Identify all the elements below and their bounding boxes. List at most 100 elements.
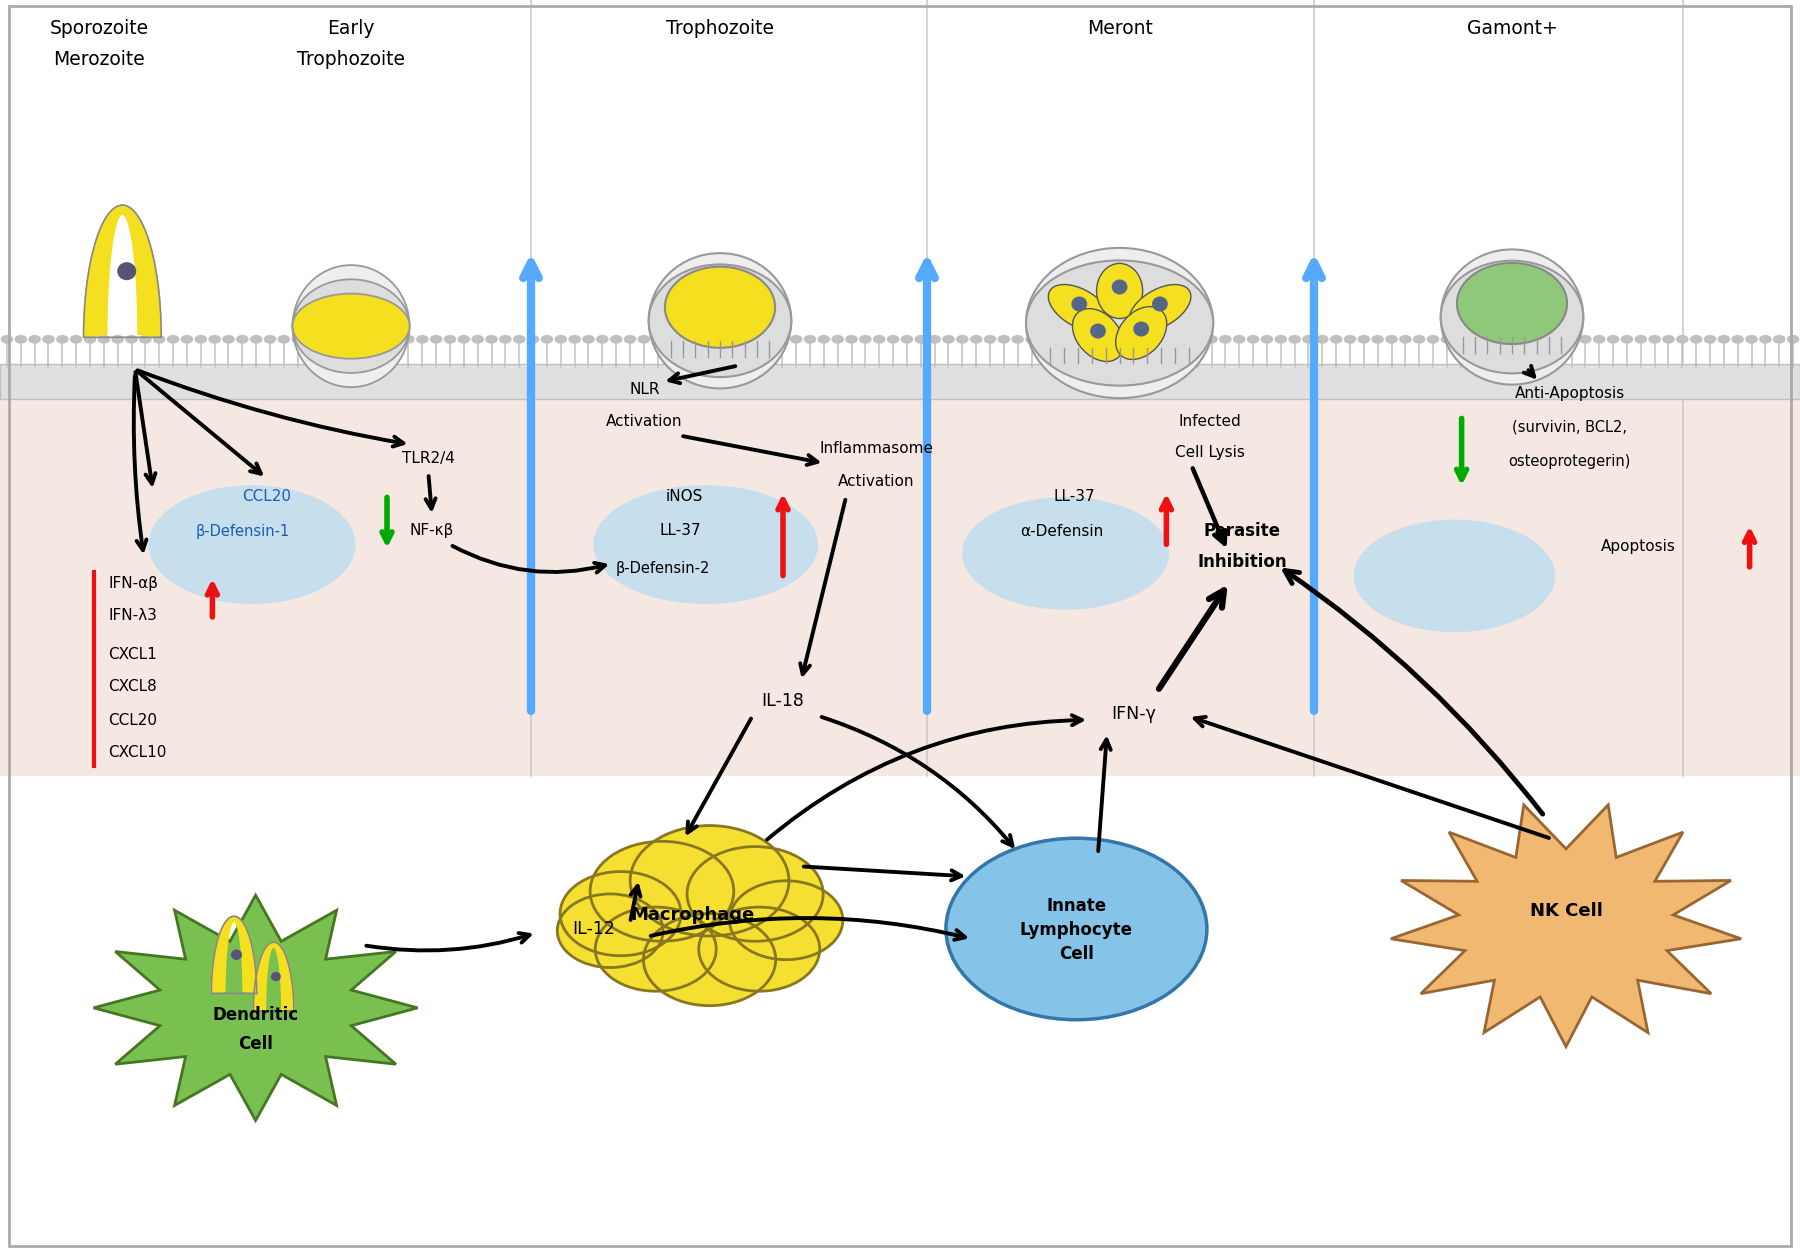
Circle shape (554, 336, 567, 343)
Circle shape (1330, 336, 1343, 343)
Text: Lymphocyte: Lymphocyte (1021, 921, 1132, 939)
Circle shape (914, 336, 927, 343)
Circle shape (596, 336, 608, 343)
Circle shape (630, 825, 788, 936)
Ellipse shape (648, 264, 792, 377)
Text: (survivin, BCL2,: (survivin, BCL2, (1512, 419, 1627, 434)
Circle shape (347, 336, 360, 343)
Circle shape (749, 336, 761, 343)
Ellipse shape (961, 497, 1170, 610)
Text: Infected: Infected (1179, 413, 1240, 428)
Text: Inflammasome: Inflammasome (819, 441, 934, 456)
Circle shape (558, 894, 662, 968)
Circle shape (693, 336, 706, 343)
Circle shape (443, 336, 457, 343)
Text: Macrophage: Macrophage (630, 906, 756, 924)
Ellipse shape (1116, 307, 1166, 359)
Circle shape (1732, 336, 1744, 343)
Circle shape (790, 336, 803, 343)
Text: Sporozoite: Sporozoite (49, 19, 149, 38)
Circle shape (729, 881, 842, 959)
Text: iNOS: iNOS (666, 488, 702, 503)
Circle shape (1454, 336, 1467, 343)
Circle shape (250, 336, 263, 343)
Circle shape (360, 336, 373, 343)
Circle shape (513, 336, 526, 343)
Ellipse shape (1152, 297, 1168, 312)
Ellipse shape (1073, 308, 1123, 362)
Circle shape (1301, 336, 1314, 343)
Circle shape (401, 336, 414, 343)
Circle shape (1289, 336, 1301, 343)
Circle shape (610, 336, 623, 343)
Circle shape (319, 336, 331, 343)
Circle shape (581, 336, 594, 343)
Circle shape (236, 336, 248, 343)
Circle shape (1510, 336, 1523, 343)
Ellipse shape (594, 486, 817, 605)
Circle shape (374, 336, 387, 343)
Text: Early: Early (328, 19, 374, 38)
Circle shape (1703, 336, 1717, 343)
Polygon shape (83, 205, 162, 337)
Text: LL-37: LL-37 (1053, 488, 1096, 503)
Circle shape (1357, 336, 1370, 343)
Circle shape (1343, 336, 1357, 343)
Ellipse shape (1112, 279, 1127, 294)
Polygon shape (211, 916, 257, 993)
Circle shape (1012, 336, 1024, 343)
Circle shape (139, 336, 151, 343)
Circle shape (1690, 336, 1703, 343)
Circle shape (637, 336, 650, 343)
Text: Cell: Cell (238, 1035, 274, 1053)
Circle shape (1552, 336, 1564, 343)
Text: α-Defensin: α-Defensin (1021, 523, 1103, 538)
Circle shape (56, 336, 68, 343)
Text: LL-37: LL-37 (659, 522, 702, 537)
Text: CCL20: CCL20 (108, 712, 157, 727)
Circle shape (596, 906, 716, 992)
Circle shape (1773, 336, 1786, 343)
Ellipse shape (1091, 323, 1105, 338)
Circle shape (29, 336, 41, 343)
Bar (0, 0, 1800, 364)
Circle shape (83, 336, 97, 343)
Text: Cell: Cell (1058, 945, 1094, 963)
Text: Activation: Activation (607, 413, 682, 428)
Circle shape (209, 336, 221, 343)
Circle shape (41, 336, 54, 343)
Ellipse shape (117, 262, 137, 280)
Text: NK Cell: NK Cell (1530, 903, 1602, 920)
Circle shape (97, 336, 110, 343)
Circle shape (472, 336, 484, 343)
Circle shape (1136, 336, 1148, 343)
Circle shape (1607, 336, 1620, 343)
Circle shape (389, 336, 401, 343)
Text: β-Defensin-1: β-Defensin-1 (196, 523, 290, 538)
Ellipse shape (1354, 520, 1555, 632)
Text: Dendritic: Dendritic (212, 1007, 299, 1024)
Circle shape (1053, 336, 1066, 343)
Circle shape (734, 336, 747, 343)
Circle shape (1206, 336, 1219, 343)
Text: Parasite: Parasite (1204, 522, 1280, 540)
Circle shape (221, 336, 234, 343)
Circle shape (194, 336, 207, 343)
Text: IFN-λ3: IFN-λ3 (108, 607, 157, 622)
Circle shape (1386, 336, 1399, 343)
Text: Trophozoite: Trophozoite (666, 19, 774, 38)
Circle shape (527, 336, 540, 343)
Circle shape (688, 846, 823, 942)
Ellipse shape (1071, 297, 1087, 312)
Circle shape (1746, 336, 1759, 343)
Circle shape (1316, 336, 1328, 343)
Circle shape (306, 336, 319, 343)
Circle shape (1177, 336, 1190, 343)
Circle shape (720, 336, 733, 343)
Circle shape (126, 336, 139, 343)
Circle shape (1481, 336, 1494, 343)
Ellipse shape (292, 265, 410, 387)
Circle shape (14, 336, 27, 343)
Circle shape (1566, 336, 1579, 343)
Circle shape (569, 336, 581, 343)
